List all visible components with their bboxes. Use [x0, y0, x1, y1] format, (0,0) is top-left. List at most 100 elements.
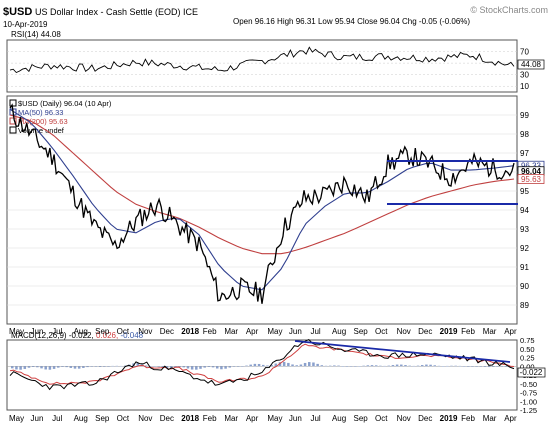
- macd-histogram-bar: [241, 366, 244, 367]
- x-tick-label: May: [9, 414, 24, 423]
- macd-histogram-bar: [282, 361, 286, 367]
- x-tick-label: Jun: [31, 414, 44, 423]
- x-tick-label: Jul: [52, 414, 62, 423]
- macd-histogram-bar: [103, 366, 106, 367]
- macd-histogram-bar: [182, 366, 186, 368]
- x-tick-label: Feb: [203, 327, 217, 336]
- price-tick-label: 91: [520, 263, 529, 272]
- macd-tick-label: -1.25: [520, 406, 537, 415]
- price-tick-label: 89: [520, 301, 529, 310]
- macd-histogram-bar: [48, 366, 52, 370]
- macd-value-badge: -0.022: [520, 368, 543, 377]
- x-tick-label: Apr: [504, 414, 517, 423]
- macd-histogram-bar: [408, 365, 411, 367]
- legend-volume-swatch: [9, 126, 17, 134]
- macd-histogram-bar: [483, 366, 487, 367]
- x-tick-label: Feb: [461, 327, 475, 336]
- x-tick-label: Mar: [224, 414, 238, 423]
- macd-histogram-bar: [324, 365, 328, 367]
- macd-histogram-bar: [504, 366, 508, 367]
- macd-histogram-bar: [370, 365, 374, 367]
- macd-histogram-bar: [77, 366, 81, 369]
- macd-histogram-bar: [404, 365, 407, 367]
- macd-histogram-bar: [270, 364, 273, 367]
- macd-histogram-bar: [450, 365, 453, 367]
- macd-histogram-bar: [358, 366, 361, 367]
- macd-histogram-bar: [333, 365, 336, 367]
- macd-histogram-bar: [19, 366, 22, 370]
- macd-histogram-bar: [232, 366, 236, 367]
- macd-histogram-bar: [312, 362, 315, 367]
- ma200-value-badge: 95.63: [521, 175, 542, 184]
- x-tick-label: Jun: [289, 327, 302, 336]
- macd-histogram-bar: [492, 366, 495, 367]
- macd-histogram-bar: [73, 366, 77, 369]
- macd-histogram-bar: [44, 366, 47, 370]
- x-tick-label: Jul: [52, 327, 62, 336]
- x-tick-label: Sep: [354, 327, 369, 336]
- macd-histogram-bar: [420, 365, 424, 367]
- macd-histogram-bar: [136, 362, 139, 367]
- macd-histogram-bar: [345, 366, 349, 367]
- macd-tick-label: -0.50: [520, 380, 537, 389]
- macd-histogram-bar: [379, 365, 382, 367]
- macd-histogram-bar: [94, 366, 98, 367]
- macd-histogram-bar: [86, 366, 89, 368]
- macd-histogram-bar: [303, 362, 307, 367]
- macd-histogram-bar: [153, 366, 156, 367]
- price-tick-label: 99: [520, 111, 529, 120]
- x-tick-label: May: [267, 327, 282, 336]
- ma50-value-badge: 96.33: [521, 162, 542, 171]
- macd-histogram-bar: [190, 366, 194, 370]
- x-tick-label: Nov: [397, 414, 411, 423]
- macd-histogram-bar: [479, 366, 483, 367]
- x-tick-label: Oct: [375, 327, 388, 336]
- x-tick-label: Feb: [203, 414, 217, 423]
- macd-histogram-bar: [107, 366, 110, 367]
- macd-histogram-bar: [437, 365, 441, 367]
- macd-histogram-bar: [425, 364, 428, 367]
- macd-histogram-bar: [441, 366, 445, 367]
- macd-value-badge-box: [517, 367, 546, 378]
- macd-histogram-bar: [328, 365, 332, 367]
- x-tick-label: Jul: [310, 327, 320, 336]
- macd-histogram-bar: [487, 366, 491, 368]
- rsi-value-badge: 44.08: [521, 60, 542, 69]
- macd-tick-label: 0.75: [520, 336, 535, 345]
- legend-ma200-swatch: [9, 117, 17, 125]
- ma200-line: [9, 114, 515, 255]
- macd-histogram-bar: [161, 366, 165, 368]
- macd-histogram-bar: [429, 364, 432, 367]
- macd-histogram-bar: [52, 366, 56, 369]
- macd-histogram-bar: [249, 364, 252, 367]
- macd-histogram-bar: [15, 366, 18, 370]
- x-tick-label: Mar: [224, 327, 238, 336]
- macd-histogram-bar: [253, 363, 257, 367]
- macd-histogram-bar: [228, 366, 232, 368]
- x-tick-label: Oct: [117, 414, 130, 423]
- x-tick-label: Sep: [354, 414, 369, 423]
- macd-histogram-bar: [349, 366, 353, 367]
- macd-histogram-bar: [69, 366, 73, 368]
- macd-histogram-bar: [266, 365, 269, 367]
- x-tick-label: Oct: [375, 414, 388, 423]
- macd-signal-line: [9, 343, 515, 385]
- quote-line: Open 96.16 High 96.31 Low 95.94 Close 96…: [233, 17, 470, 26]
- x-tick-label: 2019: [440, 414, 458, 423]
- price-tick-label: 92: [520, 244, 529, 253]
- macd-histogram-bar: [111, 365, 114, 367]
- x-tick-label: Nov: [138, 327, 152, 336]
- macd-histogram-bar: [57, 366, 60, 368]
- macd-histogram-bar: [366, 365, 370, 367]
- x-tick-label: Nov: [138, 414, 152, 423]
- x-tick-label: Aug: [332, 414, 346, 423]
- rsi-label: RSI(14) 44.08: [11, 30, 61, 39]
- x-tick-label: 2018: [181, 414, 199, 423]
- x-tick-label: Mar: [483, 414, 497, 423]
- macd-histogram-bar: [274, 363, 278, 367]
- legend-price-swatch: [9, 99, 17, 107]
- macd-tick-label: 0.50: [520, 345, 535, 354]
- macd-histogram-bar: [98, 366, 102, 367]
- x-tick-label: Oct: [117, 327, 130, 336]
- macd-histogram-bar: [454, 365, 457, 367]
